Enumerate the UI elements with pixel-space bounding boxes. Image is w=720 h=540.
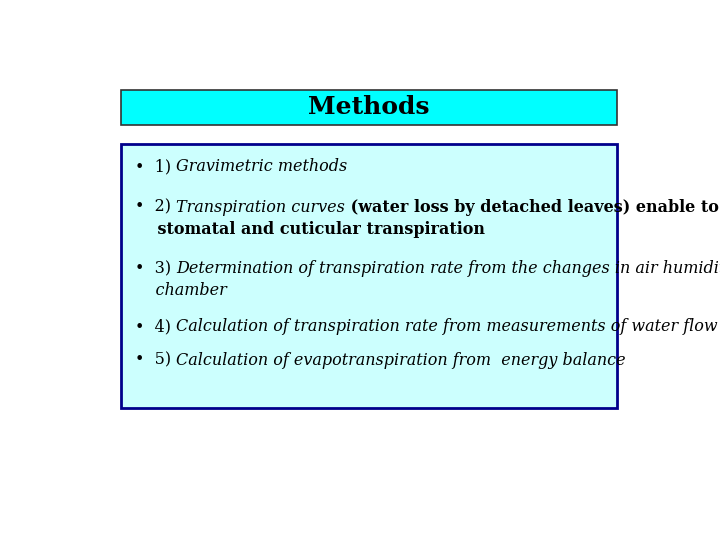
Text: •  2): • 2) <box>135 199 176 215</box>
Text: •  1): • 1) <box>135 158 176 175</box>
FancyBboxPatch shape <box>121 90 617 125</box>
Text: •  5): • 5) <box>135 352 176 368</box>
Text: •  3): • 3) <box>135 260 176 277</box>
Text: chamber: chamber <box>135 282 226 300</box>
Text: (water loss by detached leaves) enable to differentiate: (water loss by detached leaves) enable t… <box>345 199 720 215</box>
Text: stomatal and cuticular transpiration: stomatal and cuticular transpiration <box>135 221 485 238</box>
Text: •  4): • 4) <box>135 318 176 335</box>
Text: Calculation of transpiration rate from measurements of water flow in xylem: Calculation of transpiration rate from m… <box>176 318 720 335</box>
Text: Determination of transpiration rate from the changes in air humidity in leaf: Determination of transpiration rate from… <box>176 260 720 277</box>
Text: Methods: Methods <box>308 96 430 119</box>
FancyBboxPatch shape <box>121 144 617 408</box>
Text: Transpiration curves: Transpiration curves <box>176 199 345 215</box>
Text: Gravimetric methods: Gravimetric methods <box>176 158 347 175</box>
Text: Calculation of evapotranspiration from  energy balance: Calculation of evapotranspiration from e… <box>176 352 626 368</box>
